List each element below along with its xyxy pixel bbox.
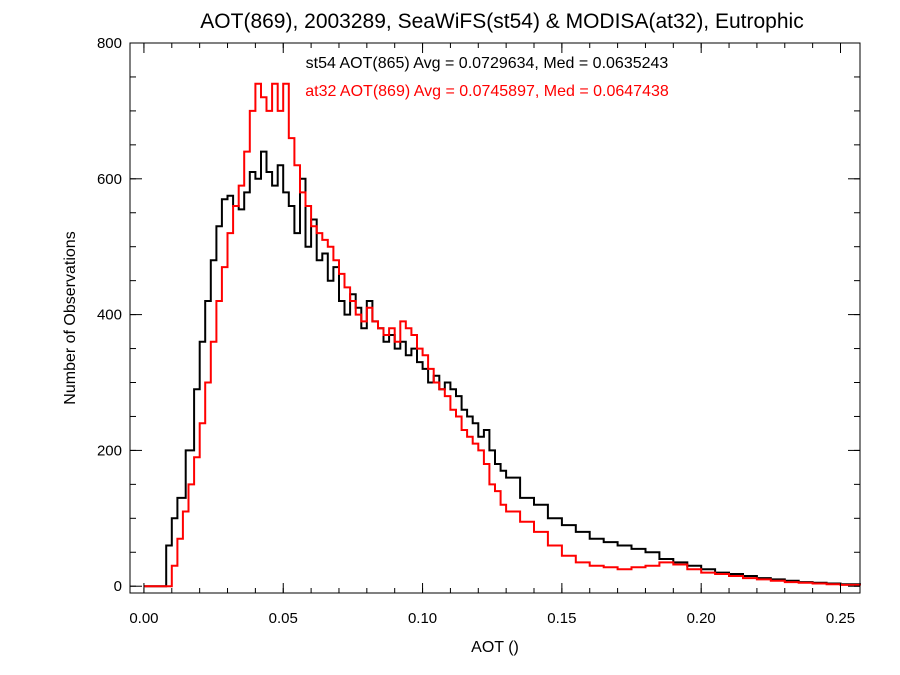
y-axis-label: Number of Observations (62, 231, 79, 404)
y-tick-label: 400 (97, 307, 122, 324)
y-tick-label: 0 (114, 578, 122, 595)
legend-at32-stats: at32 AOT(869) Avg = 0.0745897, Med = 0.0… (305, 83, 669, 100)
x-tick-label: 0.05 (269, 610, 298, 627)
chart-title: AOT(869), 2003289, SeaWiFS(st54) & MODIS… (200, 10, 803, 33)
y-tick-label: 200 (97, 442, 122, 459)
x-tick-label: 0.20 (687, 610, 716, 627)
series-line-1 (143, 82, 861, 588)
series-line-0 (143, 150, 861, 588)
x-axis-label: AOT () (471, 639, 519, 656)
y-tick-label: 600 (97, 171, 122, 188)
plot-frame (129, 42, 861, 594)
x-tick-label: 0.10 (408, 610, 437, 627)
x-tick-label: 0.00 (129, 610, 158, 627)
axis-ticks: 0.00 0.05 0.10 0.15 0.20 0.25 0 200 400 600 800 (97, 35, 860, 627)
y-tick-label: 800 (97, 35, 122, 52)
x-tick-label: 0.25 (826, 610, 855, 627)
legend-st54-stats: st54 AOT(865) Avg = 0.0729634, Med = 0.0… (306, 55, 669, 72)
series-group (143, 82, 861, 588)
x-tick-label: 0.15 (547, 610, 576, 627)
